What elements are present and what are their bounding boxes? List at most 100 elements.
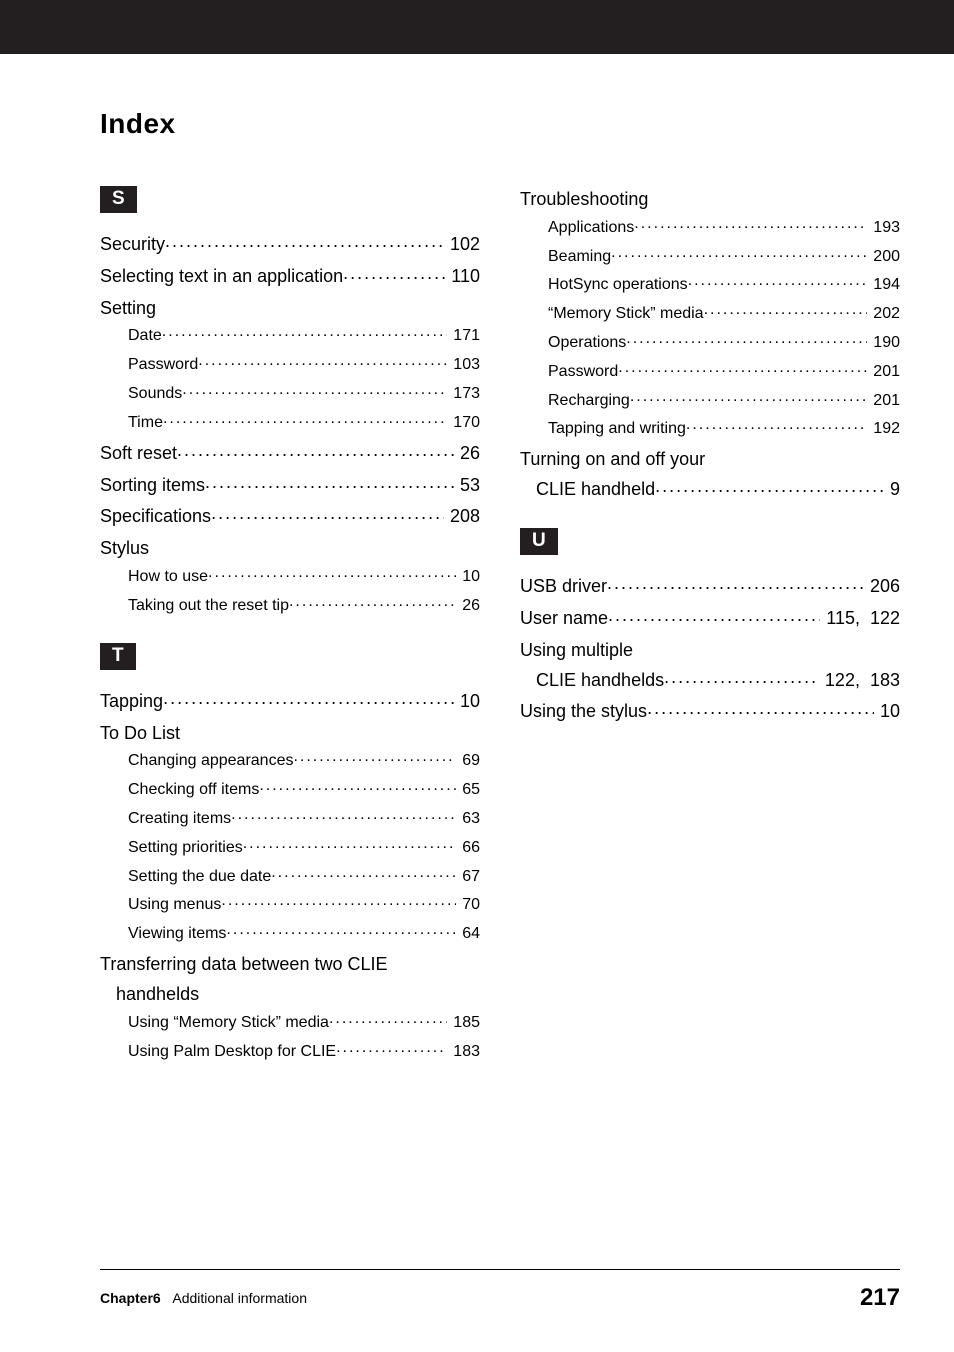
entry-label: Tapping (100, 688, 163, 716)
index-column-left: S Security 102 Selecting text in an applic… (100, 186, 480, 1068)
entry-label: Selecting text in an application (100, 263, 343, 291)
entry-leader (259, 778, 456, 794)
entry-leader (211, 504, 444, 522)
entry-leader (664, 668, 819, 686)
entry-leader (608, 606, 820, 624)
index-entry: User name 115, 122 (520, 605, 900, 633)
entry-leader (162, 324, 448, 340)
entry-label: Setting the due date (128, 865, 271, 890)
entry-leader (611, 245, 867, 261)
index-entry: Viewing items 64 (100, 922, 480, 947)
entry-page: 102 (444, 231, 480, 259)
index-entry: Password 103 (100, 353, 480, 378)
entry-continuation: handhelds (100, 981, 480, 1009)
entry-label: CLIE handheld (536, 476, 655, 504)
entry-page: 202 (867, 302, 900, 327)
entry-label: Date (128, 324, 162, 349)
index-entry: Setting priorities 66 (100, 836, 480, 861)
entry-leader (182, 382, 447, 398)
entry-page: 70 (456, 893, 480, 918)
entry-leader (607, 574, 864, 592)
index-entry: CLIE handheld 9 (520, 476, 900, 504)
entry-label: Using menus (128, 893, 221, 918)
index-entry: Operations 190 (520, 331, 900, 356)
index-entry: Applications 193 (520, 216, 900, 241)
entry-label: Beaming (548, 245, 611, 270)
entry-page: 173 (447, 382, 480, 407)
entry-label: Setting priorities (128, 836, 243, 861)
entry-page: 208 (444, 503, 480, 531)
entry-leader (634, 216, 867, 232)
entry-label: Operations (548, 331, 626, 356)
entry-page: 201 (867, 389, 900, 414)
index-entry: Using menus 70 (100, 893, 480, 918)
entry-page: 110 (445, 263, 480, 291)
entry-label: Taking out the reset tip (128, 594, 289, 619)
entry-leader (329, 1011, 447, 1027)
index-entry: Recharging 201 (520, 389, 900, 414)
entry-label: Specifications (100, 503, 211, 531)
entry-page: 63 (456, 807, 480, 832)
entry-label: HotSync operations (548, 273, 688, 298)
entry-heading: Stylus (100, 535, 480, 563)
entry-page: 200 (867, 245, 900, 270)
index-entry: “Memory Stick” media 202 (520, 302, 900, 327)
index-entry: HotSync operations 194 (520, 273, 900, 298)
index-entry: USB driver 206 (520, 573, 900, 601)
index-entry: How to use 10 (100, 565, 480, 590)
entry-label: Applications (548, 216, 634, 241)
entry-page: 171 (447, 324, 480, 349)
entry-leader (205, 473, 454, 491)
index-entry: Changing appearances 69 (100, 749, 480, 774)
entry-leader (163, 689, 454, 707)
entry-page: 115, 122 (820, 605, 900, 633)
entry-page: 103 (447, 353, 480, 378)
entry-label: “Memory Stick” media (548, 302, 704, 327)
entry-leader (704, 302, 868, 318)
entry-label: Viewing items (128, 922, 226, 947)
entry-leader (618, 360, 867, 376)
entry-label: How to use (128, 565, 208, 590)
index-column-right: TroubleshootingApplications 193Beaming 2… (520, 186, 900, 730)
entry-leader (271, 865, 456, 881)
entry-page: 183 (447, 1040, 480, 1065)
entry-leader (165, 232, 444, 250)
index-entry: Tapping 10 (100, 688, 480, 716)
footer-chapter: Chapter6 (100, 1290, 161, 1306)
index-entry: Time 170 (100, 411, 480, 436)
index-entry: Security 102 (100, 231, 480, 259)
entry-label: Sorting items (100, 472, 205, 500)
entry-label: CLIE handhelds (536, 667, 664, 695)
entry-leader (226, 922, 456, 938)
entry-page: 53 (454, 472, 480, 500)
index-entry: Password 201 (520, 360, 900, 385)
entry-heading: To Do List (100, 720, 480, 748)
entry-leader (163, 411, 447, 427)
entry-page: 10 (456, 565, 480, 590)
entry-page: 192 (867, 417, 900, 442)
index-entry: Setting the due date 67 (100, 865, 480, 890)
index-entry: Checking off items 65 (100, 778, 480, 803)
entry-page: 201 (867, 360, 900, 385)
entry-label: Using “Memory Stick” media (128, 1011, 329, 1036)
header-bar (0, 0, 954, 54)
footer-left: Chapter6 Additional information (100, 1290, 307, 1306)
entry-label: Tapping and writing (548, 417, 686, 442)
entry-page: 170 (447, 411, 480, 436)
entry-label: Using the stylus (520, 698, 647, 726)
letter-badge: S (100, 186, 137, 213)
entry-page: 64 (456, 922, 480, 947)
section-gap (100, 623, 480, 643)
entry-heading: Setting (100, 295, 480, 323)
entry-page: 10 (874, 698, 900, 726)
entry-page: 10 (454, 688, 480, 716)
entry-label: Creating items (128, 807, 231, 832)
entry-leader (647, 699, 874, 717)
index-entry: Beaming 200 (520, 245, 900, 270)
entry-page: 69 (456, 749, 480, 774)
entry-leader (198, 353, 447, 369)
index-entry: Using the stylus 10 (520, 698, 900, 726)
index-entry: Date 171 (100, 324, 480, 349)
page-title: Index (100, 108, 176, 140)
entry-label: Password (548, 360, 618, 385)
